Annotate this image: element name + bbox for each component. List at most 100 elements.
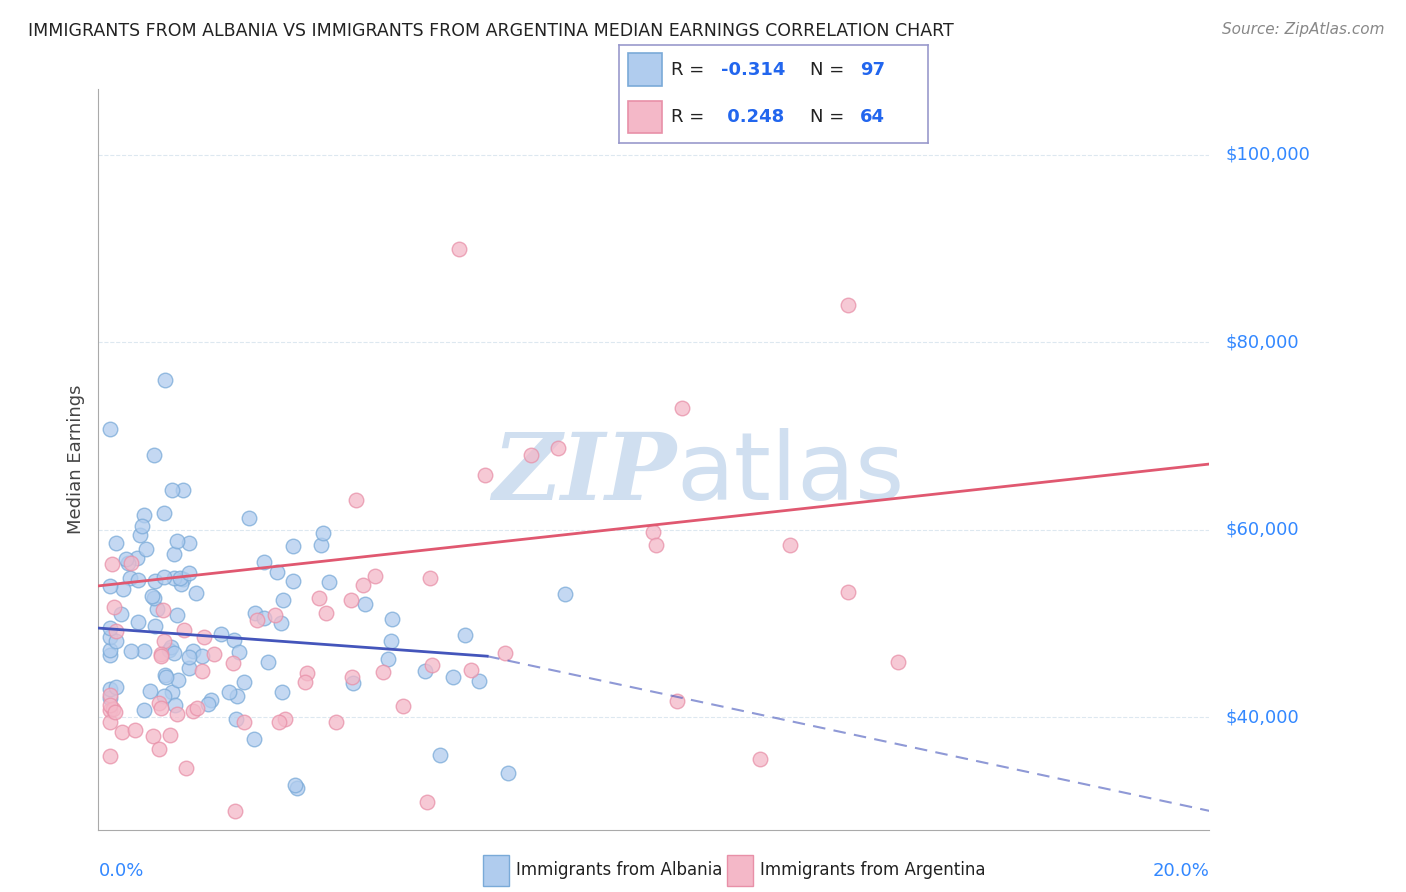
Point [344, 492, 367, 507]
Point [228, 645, 250, 659]
Point [174, 761, 197, 775]
Point [166, 608, 188, 623]
Point [148, 741, 170, 756]
Point [392, 699, 415, 714]
Point [166, 673, 188, 687]
Point [184, 586, 207, 600]
Point [181, 644, 204, 658]
Point [179, 535, 201, 549]
Point [460, 663, 482, 677]
Point [153, 373, 176, 387]
Point [191, 664, 214, 678]
Point [103, 600, 125, 615]
Point [554, 587, 576, 601]
Point [101, 557, 124, 571]
Point [269, 714, 291, 729]
Point [160, 483, 183, 497]
Point [117, 556, 139, 570]
Point [318, 574, 340, 589]
Point [98, 421, 121, 435]
Point [200, 692, 222, 706]
Point [377, 651, 399, 665]
Point [98, 690, 121, 705]
Point [245, 613, 267, 627]
Text: Source: ZipAtlas.com: Source: ZipAtlas.com [1222, 22, 1385, 37]
Point [120, 571, 142, 585]
Point [141, 590, 163, 604]
Point [98, 630, 121, 644]
Point [104, 634, 127, 648]
Point [98, 749, 121, 764]
Point [135, 541, 157, 556]
Point [519, 448, 541, 462]
Point [270, 615, 292, 630]
Bar [727, 855, 754, 886]
Bar [628, 101, 662, 133]
Point [129, 528, 152, 542]
Point [253, 611, 276, 625]
Point [98, 703, 121, 717]
Point [163, 571, 186, 585]
Text: atlas: atlas [676, 428, 904, 520]
Point [454, 628, 477, 642]
Y-axis label: Median Earnings: Median Earnings [66, 384, 84, 534]
Text: ZIP: ZIP [492, 429, 676, 519]
Point [315, 606, 337, 620]
Point [132, 703, 155, 717]
Point [225, 712, 247, 726]
Point [308, 591, 330, 605]
Point [474, 467, 496, 482]
Point [104, 624, 127, 638]
Point [98, 643, 121, 657]
Point [98, 579, 121, 593]
Point [159, 728, 181, 742]
Point [172, 572, 194, 586]
Point [380, 634, 402, 648]
Point [274, 712, 297, 726]
Point [124, 723, 146, 737]
Text: 0.248: 0.248 [721, 108, 785, 126]
Point [242, 731, 264, 746]
Point [134, 644, 156, 658]
Point [98, 689, 121, 703]
Point [103, 702, 125, 716]
Point [264, 607, 287, 622]
Point [152, 603, 174, 617]
Point [181, 704, 204, 718]
Point [166, 707, 188, 722]
Point [115, 552, 138, 566]
Point [149, 647, 172, 661]
Point [150, 648, 173, 663]
Point [449, 242, 471, 256]
Point [271, 684, 294, 698]
Point [110, 725, 132, 739]
Point [98, 698, 121, 712]
Point [143, 448, 166, 462]
Point [340, 593, 363, 607]
Point [415, 664, 437, 678]
Text: -0.314: -0.314 [721, 62, 785, 79]
Text: Immigrants from Argentina: Immigrants from Argentina [761, 861, 986, 879]
Point [252, 555, 274, 569]
Point [153, 689, 176, 703]
Point [127, 615, 149, 629]
Point [98, 682, 121, 697]
Point [643, 524, 665, 539]
Point [837, 585, 859, 599]
Point [163, 646, 186, 660]
Point [202, 647, 225, 661]
Point [139, 684, 162, 698]
Point [98, 621, 121, 635]
Point [131, 519, 153, 533]
Point [177, 650, 200, 665]
Point [169, 571, 191, 585]
Point [110, 607, 132, 621]
Point [146, 601, 169, 615]
Point [111, 582, 134, 596]
Point [441, 670, 464, 684]
Point [287, 781, 309, 796]
Text: $40,000: $40,000 [1226, 708, 1299, 726]
Text: 97: 97 [860, 62, 884, 79]
Point [157, 643, 180, 657]
Point [125, 550, 148, 565]
